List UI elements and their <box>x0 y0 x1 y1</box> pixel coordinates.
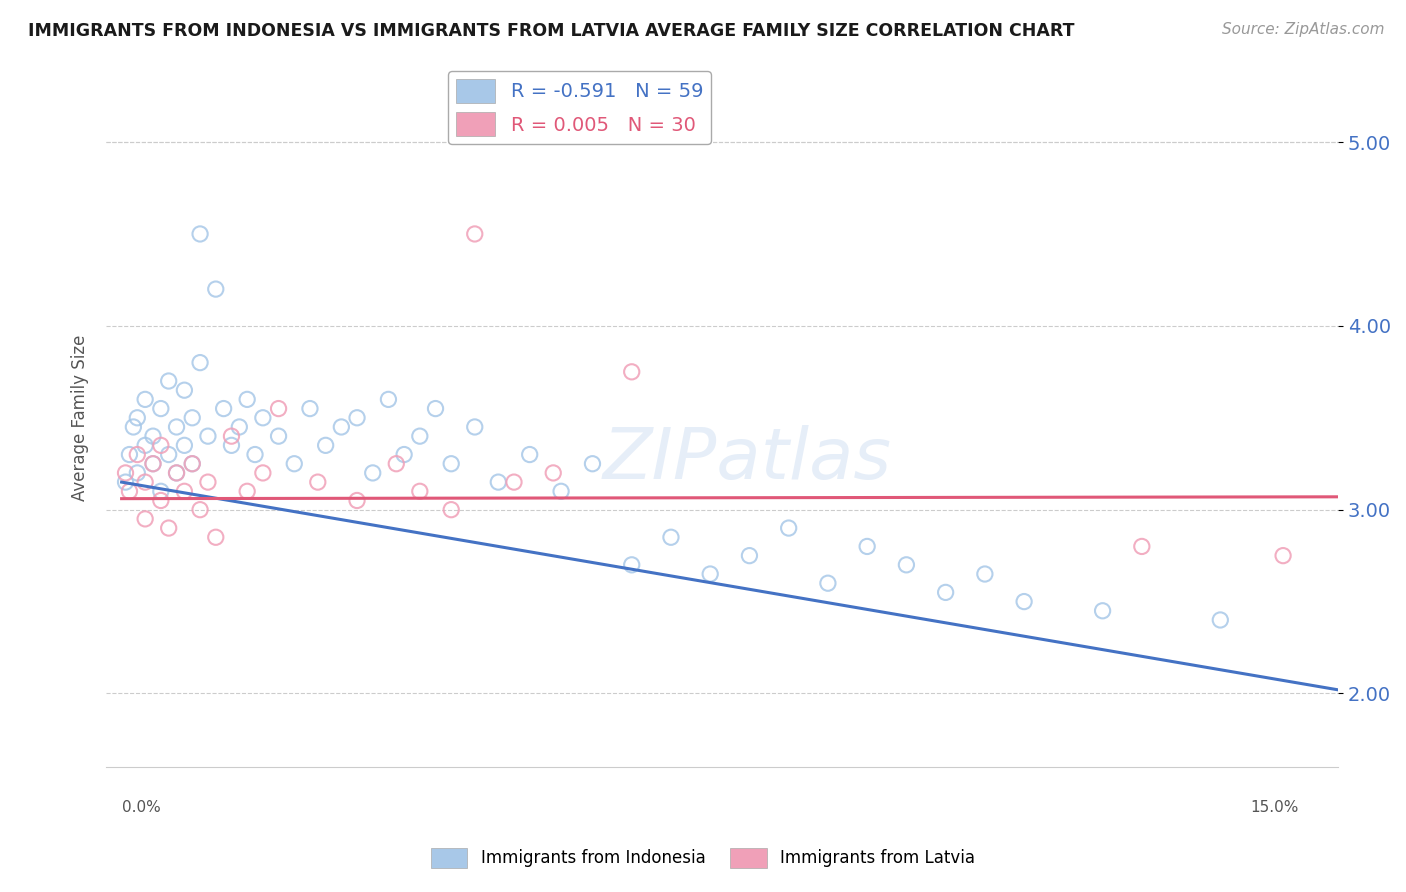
Point <box>541 466 564 480</box>
Point <box>581 457 603 471</box>
Point <box>173 484 195 499</box>
Text: ZIPatlas: ZIPatlas <box>602 425 891 494</box>
Point <box>1272 549 1295 563</box>
Point <box>738 549 761 563</box>
Point <box>188 502 211 516</box>
Point <box>181 410 204 425</box>
Point <box>377 392 399 407</box>
Point <box>620 558 643 572</box>
Point <box>134 438 156 452</box>
Point <box>181 457 204 471</box>
Point <box>221 429 243 443</box>
Point <box>149 484 172 499</box>
Point <box>817 576 839 591</box>
Point <box>935 585 957 599</box>
Point <box>157 448 180 462</box>
Point <box>298 401 321 416</box>
Point <box>142 457 165 471</box>
Point <box>346 493 368 508</box>
Point <box>283 457 305 471</box>
Point <box>149 401 172 416</box>
Point <box>204 282 226 296</box>
Point <box>973 567 995 582</box>
Point <box>166 466 188 480</box>
Point <box>486 475 509 489</box>
Point <box>252 466 274 480</box>
Point <box>188 356 211 370</box>
Point <box>197 475 219 489</box>
Point <box>212 401 235 416</box>
Legend: Immigrants from Indonesia, Immigrants from Latvia: Immigrants from Indonesia, Immigrants fr… <box>425 841 981 875</box>
Point <box>392 448 415 462</box>
Point <box>166 466 188 480</box>
Point <box>166 420 188 434</box>
Legend: R = -0.591   N = 59, R = 0.005   N = 30: R = -0.591 N = 59, R = 0.005 N = 30 <box>449 71 711 144</box>
Point <box>385 457 408 471</box>
Point <box>464 420 486 434</box>
Text: 0.0%: 0.0% <box>121 800 160 815</box>
Point <box>157 521 180 535</box>
Point <box>127 466 149 480</box>
Point <box>127 410 149 425</box>
Point <box>149 438 172 452</box>
Point <box>361 466 384 480</box>
Point <box>236 484 259 499</box>
Point <box>118 448 141 462</box>
Point <box>620 365 643 379</box>
Point <box>114 466 136 480</box>
Point <box>118 484 141 499</box>
Point <box>1012 594 1035 608</box>
Point <box>243 448 266 462</box>
Point <box>464 227 486 241</box>
Point <box>252 410 274 425</box>
Point <box>409 429 432 443</box>
Point <box>1130 540 1153 554</box>
Point <box>409 484 432 499</box>
Point <box>173 383 195 397</box>
Point <box>699 567 721 582</box>
Point <box>188 227 211 241</box>
Text: Source: ZipAtlas.com: Source: ZipAtlas.com <box>1222 22 1385 37</box>
Point <box>315 438 337 452</box>
Point <box>221 438 243 452</box>
Point <box>173 438 195 452</box>
Point <box>896 558 918 572</box>
Point <box>425 401 447 416</box>
Point <box>346 410 368 425</box>
Point <box>228 420 250 434</box>
Point <box>236 392 259 407</box>
Text: 15.0%: 15.0% <box>1250 800 1299 815</box>
Point <box>127 448 149 462</box>
Point <box>157 374 180 388</box>
Point <box>856 540 879 554</box>
Point <box>149 493 172 508</box>
Point <box>550 484 572 499</box>
Point <box>519 448 541 462</box>
Point <box>440 457 463 471</box>
Point <box>267 401 290 416</box>
Point <box>267 429 290 443</box>
Point <box>134 475 156 489</box>
Point <box>134 392 156 407</box>
Point <box>142 457 165 471</box>
Point <box>330 420 353 434</box>
Point <box>181 457 204 471</box>
Point <box>204 530 226 544</box>
Point <box>1091 604 1114 618</box>
Point <box>440 502 463 516</box>
Text: IMMIGRANTS FROM INDONESIA VS IMMIGRANTS FROM LATVIA AVERAGE FAMILY SIZE CORRELAT: IMMIGRANTS FROM INDONESIA VS IMMIGRANTS … <box>28 22 1074 40</box>
Point <box>114 475 136 489</box>
Point <box>134 512 156 526</box>
Point <box>503 475 526 489</box>
Point <box>659 530 682 544</box>
Point <box>122 420 145 434</box>
Point <box>197 429 219 443</box>
Y-axis label: Average Family Size: Average Family Size <box>72 334 89 501</box>
Point <box>1209 613 1232 627</box>
Point <box>307 475 329 489</box>
Point <box>778 521 800 535</box>
Point <box>142 429 165 443</box>
